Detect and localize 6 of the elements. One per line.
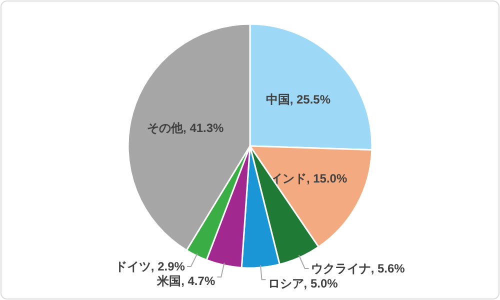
slice-label: ドイツ, 2.9% [114, 260, 186, 274]
slice-label: ウクライナ, 5.6% [310, 261, 406, 276]
slice-label: その他, 41.3% [147, 120, 224, 135]
slice-label: 中国, 25.5% [266, 92, 331, 106]
slice-label: ロシア, 5.0% [268, 276, 338, 291]
slice-label: 米国, 4.7% [156, 274, 216, 288]
